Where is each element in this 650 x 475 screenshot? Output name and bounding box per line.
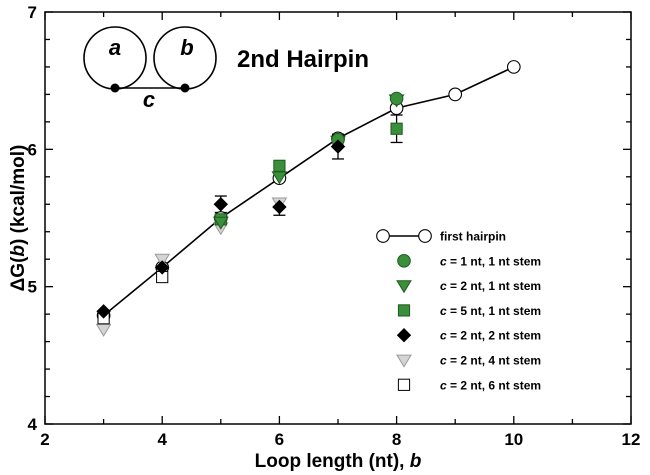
x-tick-label: 2 — [40, 430, 49, 449]
data-point-circle-green — [389, 91, 404, 106]
first-hairpin-line-path — [103, 66, 515, 317]
y-tick-label: 6 — [28, 140, 37, 159]
loop-b-label: b — [180, 35, 193, 60]
first-hairpin-line — [103, 66, 515, 317]
data-point-square-green — [273, 159, 286, 172]
legend-label: c = 2 nt, 4 nt stem — [440, 354, 541, 368]
plot-frame — [44, 11, 632, 425]
data-point-diamond-black — [96, 304, 111, 319]
legend-label: c = 5 nt, 1 nt stem — [440, 304, 541, 318]
data-point-circle-open — [506, 60, 521, 74]
data-point-circle-open — [448, 87, 463, 102]
chart-title: 2nd Hairpin — [237, 46, 369, 73]
data-point-triangle-down-gray — [95, 323, 112, 337]
data-point-triangle-down-green — [212, 216, 229, 230]
legend-label: first hairpin — [440, 230, 506, 244]
data-point-triangle-down-green — [271, 171, 288, 185]
y-tick-label: 7 — [28, 3, 37, 22]
legend-marker — [396, 280, 412, 294]
legend-label: c = 1 nt, 1 nt stem — [440, 254, 541, 268]
loop-a-label: a — [109, 35, 121, 60]
data-point-diamond-black — [213, 197, 229, 212]
junction-dot-right — [180, 83, 190, 93]
data-markers — [95, 60, 521, 337]
data-point-square-green — [390, 122, 403, 135]
data-point-diamond-black — [330, 139, 346, 154]
legend-marker — [418, 229, 432, 243]
legend-marker — [376, 229, 390, 243]
data-point-diamond-black — [154, 260, 170, 275]
data-point-triangle-down-gray — [154, 253, 171, 267]
legend: first hairpin c = 1 nt, 1 nt stem c = 2 nt… — [376, 229, 541, 392]
x-axis-title: Loop length (nt), b — [255, 451, 422, 472]
x-tick-label: 10 — [504, 430, 523, 449]
x-tick-label: 6 — [275, 430, 284, 449]
y-tick-label: 5 — [28, 278, 37, 297]
x-tick-label: 8 — [392, 430, 401, 449]
legend-label: c = 2 nt, 6 nt stem — [440, 378, 541, 392]
junction-dot-left — [110, 83, 120, 93]
linker-label: c — [143, 87, 155, 112]
legend-marker — [397, 378, 411, 391]
x-tick-label: 12 — [622, 430, 641, 449]
y-tick-label: 4 — [28, 415, 38, 434]
hairpin-schematic: a b c — [83, 26, 217, 112]
legend-label: c = 2 nt, 2 nt stem — [440, 329, 541, 343]
data-point-diamond-black — [272, 199, 287, 215]
legend-marker — [397, 253, 411, 268]
error-bars — [214, 114, 403, 216]
legend-marker — [397, 304, 411, 317]
x-tick-label: 4 — [157, 430, 167, 449]
legend-label: c = 2 nt, 1 nt stem — [440, 279, 541, 293]
legend-marker — [396, 354, 412, 368]
legend-marker — [396, 327, 412, 343]
y-axis-title: ΔG(b) (kcal/mol) — [8, 145, 29, 292]
